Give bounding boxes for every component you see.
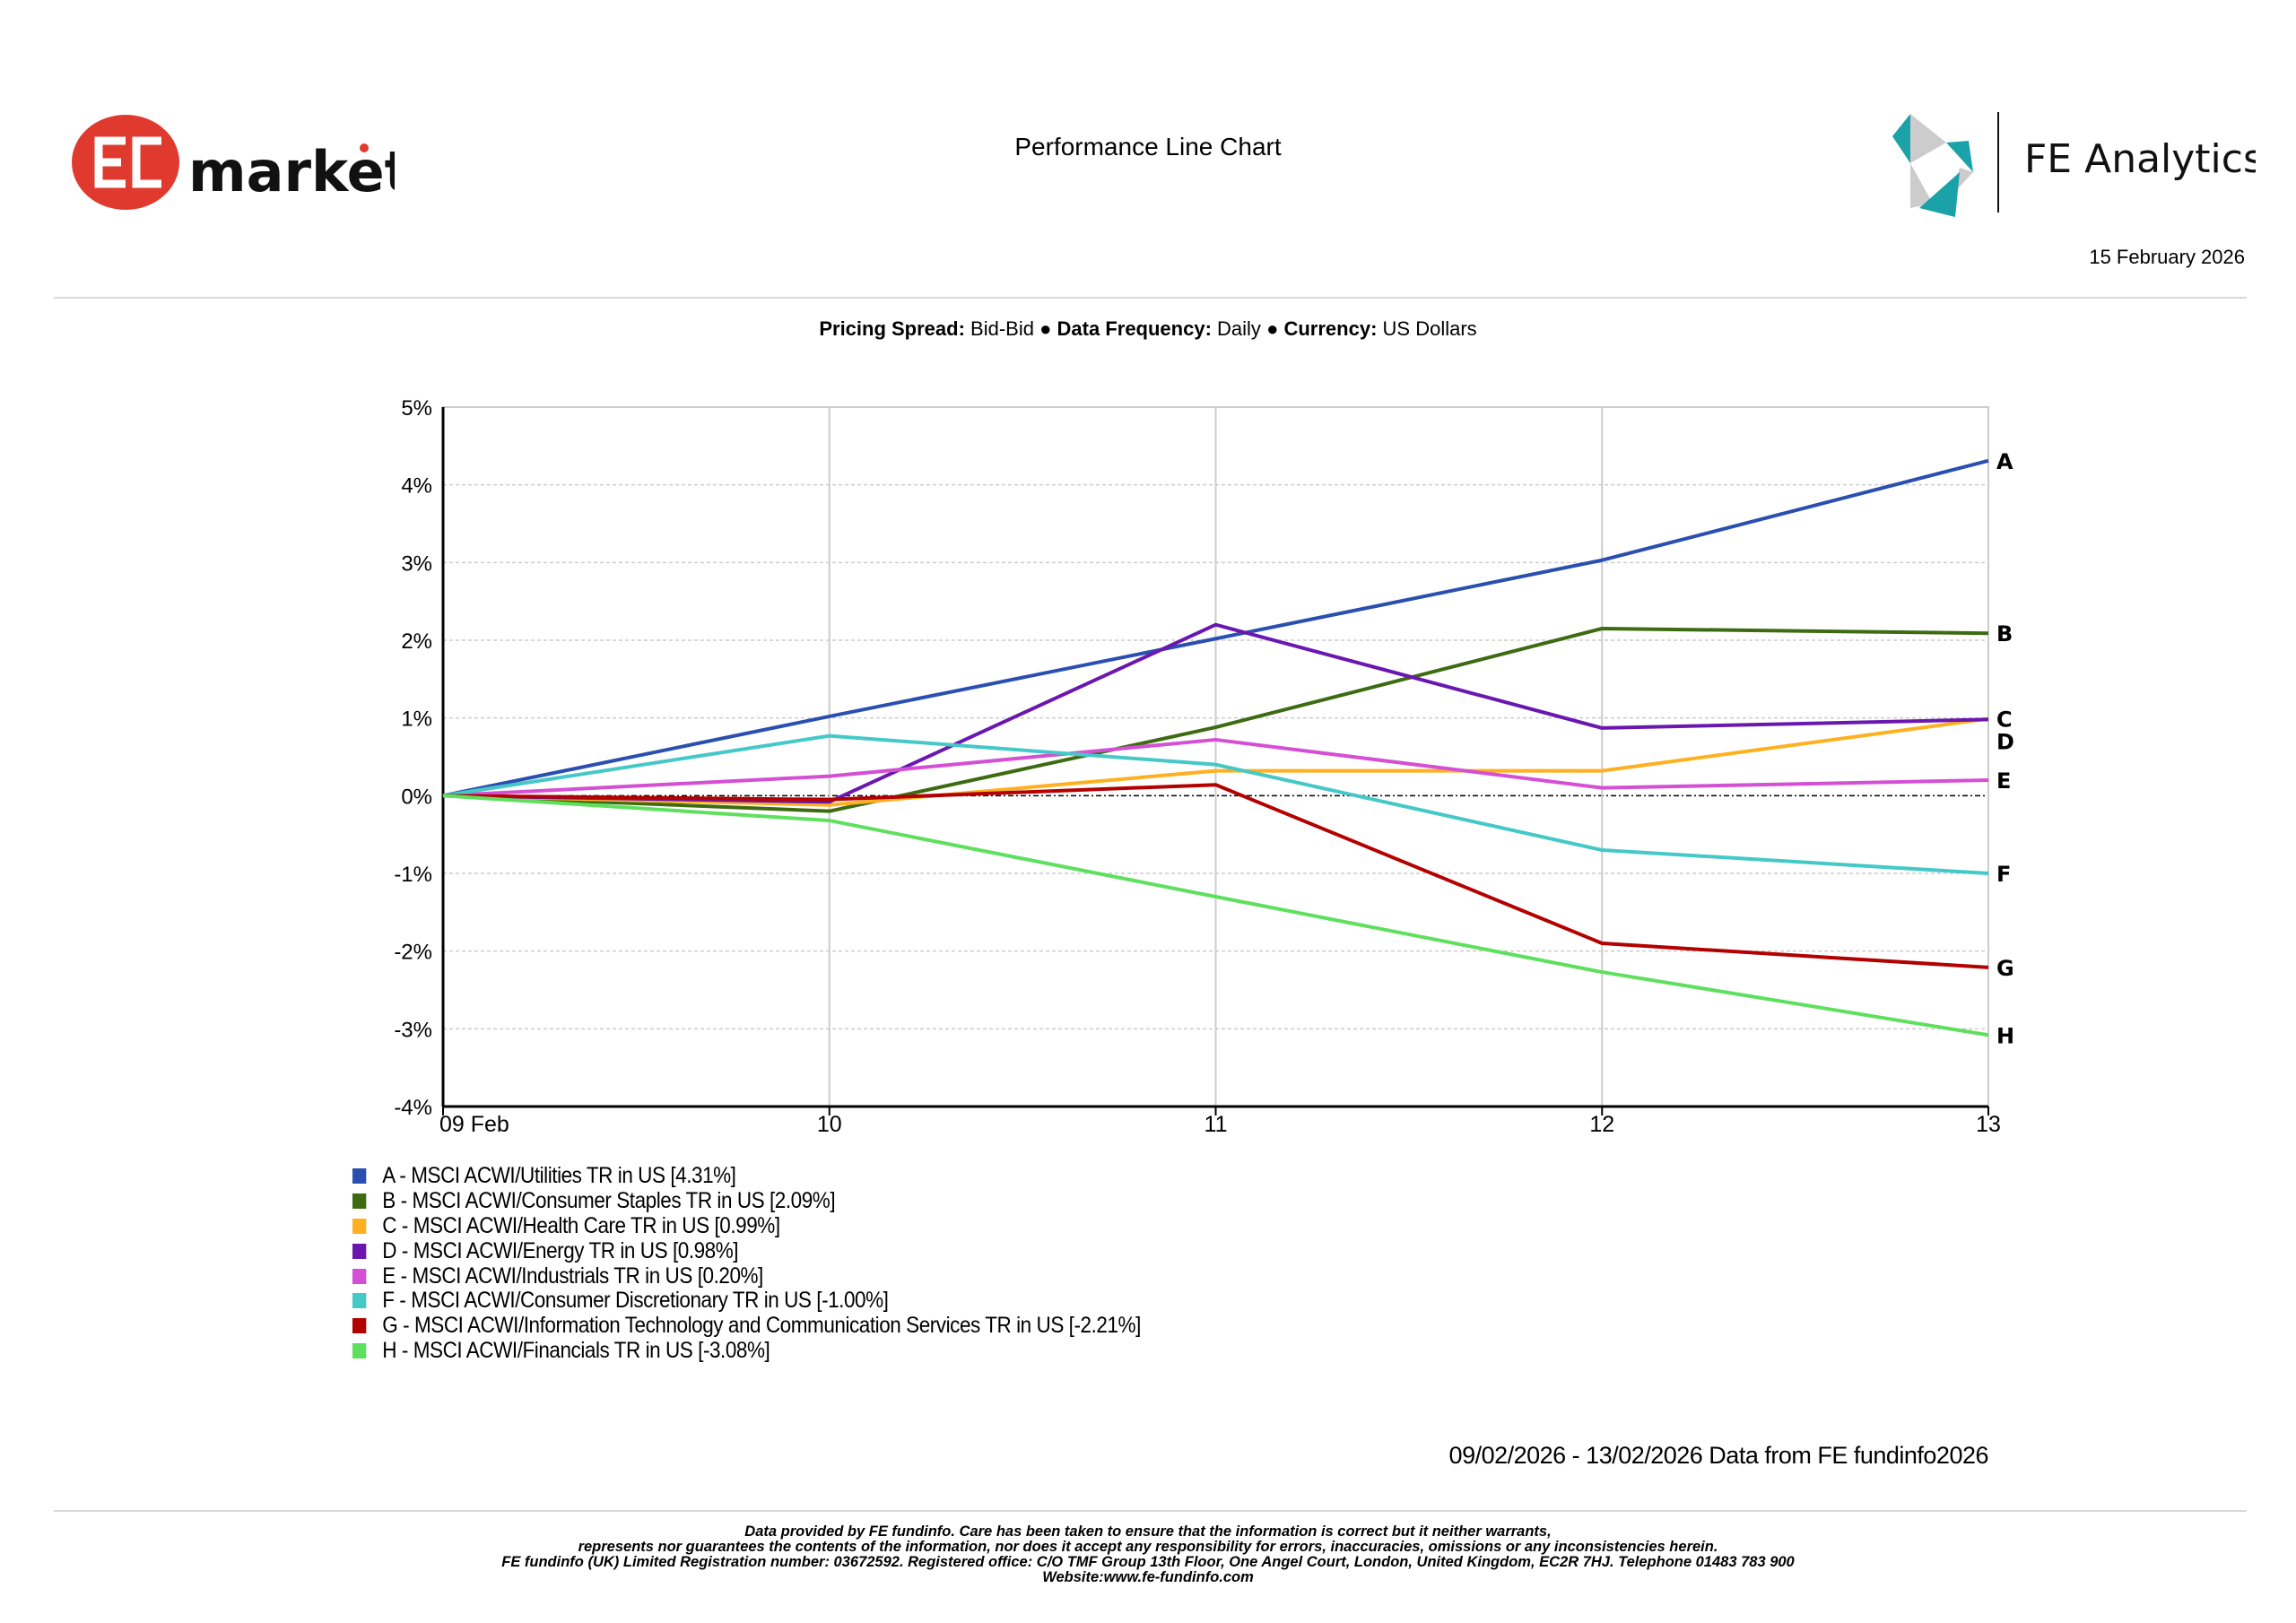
legend-swatch	[352, 1342, 367, 1358]
legend-item: A - MSCI ACWI/Utilities TR in US [4.31%]	[352, 1163, 1141, 1189]
legend-item: F - MSCI ACWI/Consumer Discretionary TR …	[352, 1288, 1141, 1314]
svg-text:FE Analytics: FE Analytics	[2024, 136, 2256, 182]
legend-label: G - MSCI ACWI/Information Technology and…	[382, 1313, 1141, 1339]
x-tick-label: 10	[817, 1112, 842, 1137]
series-end-label: H	[1996, 1023, 2014, 1048]
legend-swatch	[352, 1193, 367, 1210]
legend-item: D - MSCI ACWI/Energy TR in US [0.98%]	[352, 1238, 1141, 1263]
series-end-label: E	[1996, 768, 2011, 794]
report-date: 15 February 2026	[2089, 246, 2245, 268]
legend-label: E - MSCI ACWI/Industrials TR in US [0.20…	[382, 1263, 763, 1289]
legend-item: C - MSCI ACWI/Health Care TR in US [0.99…	[352, 1213, 1141, 1239]
legend-swatch	[352, 1268, 367, 1284]
ec-markets-logo: markets	[72, 115, 395, 210]
y-tick-label: 4%	[401, 474, 432, 499]
legend-item: E - MSCI ACWI/Industrials TR in US [0.20…	[352, 1263, 1141, 1289]
separator: ●	[1039, 317, 1052, 340]
series-end-label: B	[1996, 621, 2013, 647]
y-tick-label: 5%	[401, 396, 432, 421]
y-tick-label: -3%	[394, 1018, 432, 1042]
frequency-label: Data Frequency:	[1057, 317, 1212, 340]
y-tick-label: 1%	[401, 707, 432, 732]
y-tick-label: -1%	[394, 863, 432, 887]
x-tick-label: 09 Feb	[439, 1112, 509, 1137]
legend-item: B - MSCI ACWI/Consumer Staples TR in US …	[352, 1188, 1141, 1214]
disclaimer-line: Data provided by FE fundinfo. Care has b…	[744, 1523, 1552, 1540]
legend-label: F - MSCI ACWI/Consumer Discretionary TR …	[382, 1288, 889, 1314]
disclaimer-footer: Data provided by FE fundinfo. Care has b…	[0, 1524, 2296, 1585]
date-range-note: 09/02/2026 - 13/02/2026 Data from FE fun…	[1448, 1442, 1989, 1469]
header-divider	[54, 297, 2247, 299]
fe-analytics-logo: FE Analytics	[1892, 112, 2256, 217]
x-tick-label: 11	[1205, 1112, 1228, 1137]
disclaimer-line: FE fundinfo (UK) Limited Registration nu…	[501, 1554, 1795, 1570]
chart-title: Performance Line Chart	[1014, 133, 1282, 161]
separator: ●	[1266, 317, 1279, 340]
series-end-label: G	[1996, 956, 2014, 981]
y-tick-label: 3%	[401, 551, 432, 576]
x-tick-label: 12	[1589, 1112, 1614, 1137]
x-tick-label: 13	[1976, 1112, 2001, 1137]
y-tick-label: -4%	[394, 1096, 432, 1120]
y-tick-label: -2%	[394, 941, 432, 965]
legend-swatch	[352, 1243, 367, 1259]
legend-item: H - MSCI ACWI/Financials TR in US [-3.08…	[352, 1337, 1141, 1364]
legend-item: G - MSCI ACWI/Information Technology and…	[352, 1313, 1141, 1339]
series-end-label: C	[1996, 707, 2013, 733]
footer-divider	[54, 1510, 2247, 1512]
frequency-value: Daily	[1217, 317, 1261, 340]
y-tick-label: 2%	[401, 629, 432, 654]
legend-label: D - MSCI ACWI/Energy TR in US [0.98%]	[382, 1237, 739, 1263]
chart-legend: A - MSCI ACWI/Utilities TR in US [4.31%]…	[352, 1163, 1229, 1364]
settings-line: Pricing Spread: Bid-Bid ● Data Frequency…	[0, 317, 2296, 341]
y-tick-label: 0%	[401, 785, 432, 809]
legend-swatch	[352, 1318, 367, 1334]
legend-label: H - MSCI ACWI/Financials TR in US [-3.08…	[382, 1337, 770, 1363]
legend-label: B - MSCI ACWI/Consumer Staples TR in US …	[382, 1188, 836, 1214]
pricing-label: Pricing Spread:	[819, 317, 965, 340]
series-end-label: A	[1996, 449, 2013, 474]
legend-swatch	[352, 1293, 367, 1309]
pricing-value: Bid-Bid	[970, 317, 1034, 340]
legend-swatch	[352, 1168, 367, 1185]
currency-label: Currency:	[1283, 317, 1378, 340]
legend-label: C - MSCI ACWI/Health Care TR in US [0.99…	[382, 1213, 780, 1238]
series-end-label: F	[1996, 862, 2011, 887]
series-end-label: D	[1996, 729, 2014, 754]
legend-swatch	[352, 1218, 367, 1234]
performance-line-chart: 5% 4% 3% 2% 1% 0% -1% -2% -3% -4% 09 Feb 10 11 12 13 A B…	[394, 396, 2014, 1137]
currency-value: US Dollars	[1382, 317, 1477, 340]
website-link[interactable]: Website:www.fe-fundinfo.com	[1042, 1569, 1254, 1585]
disclaimer-line: represents nor guarantees the contents o…	[578, 1539, 1718, 1555]
legend-label: A - MSCI ACWI/Utilities TR in US [4.31%]	[382, 1163, 736, 1189]
